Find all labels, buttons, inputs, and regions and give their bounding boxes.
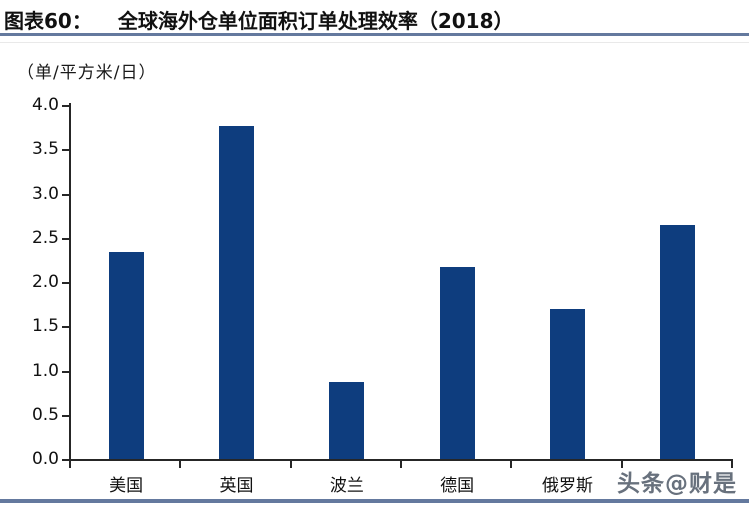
y-axis-tick-label: 3.0 [31,183,59,204]
x-axis-category-label: 德国 [440,476,475,496]
x-axis-category-label: 美国 [109,476,144,496]
y-axis-tick [62,105,69,107]
title-divider-shadow [0,42,749,43]
y-axis-tick-label: 1.0 [31,360,59,381]
x-axis-tick [289,461,292,468]
y-axis-tick [62,193,69,196]
y-axis-tick [62,370,69,373]
figure-number-label: 图表60： [4,9,92,33]
y-axis-tick-label: 0.5 [31,404,59,425]
title-divider-rule [0,33,749,36]
y-axis-tick [62,326,69,329]
bar [329,382,365,459]
bar [219,126,254,459]
y-axis-tick [62,459,69,461]
bar [108,251,144,459]
y-axis-tick-label: 3.5 [31,139,59,160]
bar [550,308,585,459]
watermark-text: 头条@财是 [617,471,737,497]
bottom-divider-rule [0,499,749,503]
figure-title: 全球海外仓单位面积订单处理效率（2018） [117,9,514,33]
x-axis-line [69,459,733,461]
x-axis-tick [179,461,182,468]
y-axis-tick-label: 4.0 [31,95,59,115]
x-axis-tick [69,461,71,468]
y-axis-tick [62,282,69,284]
y-axis-tick-label: 1.5 [31,316,59,337]
y-axis-tick-label: 2.0 [31,272,59,292]
bar [439,266,475,459]
x-axis-category-label: 俄罗斯 [542,476,593,496]
y-axis-tick [62,237,69,240]
y-axis-tick-label: 0.0 [31,449,59,469]
y-axis-tick-label: 2.5 [31,227,59,248]
x-axis-tick [510,461,513,468]
y-axis-tick [62,149,69,152]
bar [660,225,696,459]
figure-header: 图表60： 全球海外仓单位面积订单处理效率（2018） [4,5,745,34]
x-axis-category-label: 波兰 [329,476,364,496]
x-axis-tick [620,461,623,468]
y-axis-tick [62,414,69,417]
y-axis-unit-label: （单/平方米/日） [17,63,157,83]
x-axis-tick [731,461,733,468]
x-axis-category-label: 英国 [219,476,254,496]
x-axis-tick [400,461,402,468]
y-axis-line [69,103,71,461]
